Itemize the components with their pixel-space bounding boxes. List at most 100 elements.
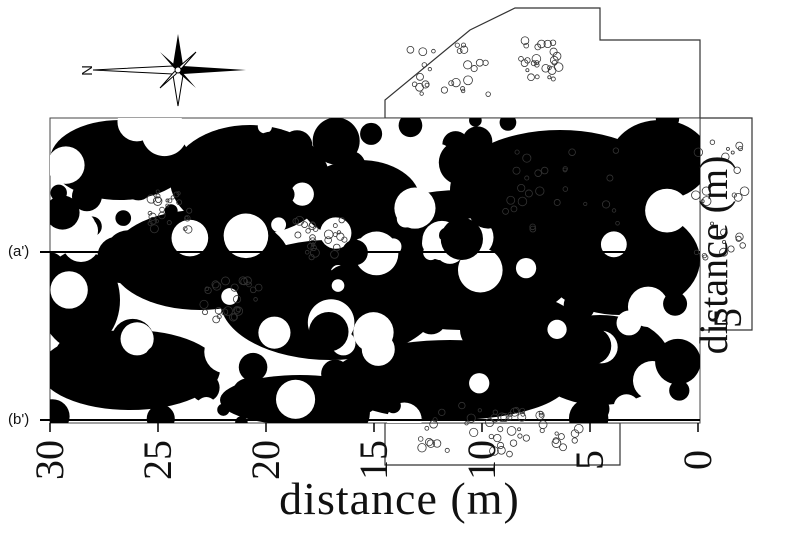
stone-outline [540, 166, 549, 175]
stone-outline [529, 223, 536, 231]
stone-outline [524, 57, 531, 64]
stone-outline [519, 407, 526, 414]
stone-outline [559, 443, 567, 452]
anomaly-blob [669, 380, 690, 401]
stone-outline [496, 441, 505, 450]
anomaly-blob [146, 404, 175, 423]
stone-outline [470, 65, 478, 73]
anomaly-blob [50, 399, 70, 423]
stone-outline [522, 153, 532, 163]
stone-outline [469, 427, 479, 437]
anomaly-blob [324, 264, 369, 309]
anomaly-blob [467, 187, 509, 229]
anomaly-mass [460, 295, 580, 365]
stone-outline [522, 434, 530, 442]
stone-outline [305, 228, 311, 234]
stone-outline [147, 220, 153, 226]
anomaly-blob [290, 182, 314, 206]
anomaly-blob [616, 310, 642, 336]
stone-outline [216, 314, 222, 320]
anomaly-blob [202, 170, 242, 210]
anomaly-blob [440, 217, 483, 261]
stone-outline [233, 295, 242, 304]
anomaly-blob [574, 327, 612, 365]
stone-outline [463, 75, 473, 86]
x-axis-label: distance (m) [279, 473, 520, 524]
anomaly-blob [235, 416, 248, 423]
stone-outline [221, 276, 230, 286]
anomaly-blob [515, 257, 537, 279]
anomaly-blob [328, 367, 357, 396]
anomaly-blob [547, 319, 567, 340]
stone-outline [733, 192, 743, 202]
stone-outline [254, 283, 263, 292]
anomaly-blob [554, 150, 573, 169]
anomaly-blob [255, 266, 271, 282]
anomaly-blob [281, 130, 313, 161]
anomaly-blob [394, 187, 436, 229]
anomaly-blob [438, 140, 484, 186]
stone-outline [517, 427, 522, 432]
stone-outline [583, 201, 588, 206]
stone-outline [541, 64, 550, 73]
stone-outline [149, 216, 157, 225]
stone-outline [154, 219, 159, 224]
anomaly-blob [115, 210, 132, 226]
stone-outline [558, 433, 565, 440]
stone-outline [531, 54, 542, 64]
anomaly-blob [332, 174, 373, 215]
stone-outline [735, 141, 744, 150]
stone-outline [212, 281, 222, 291]
section-label-a: (a') [8, 243, 30, 260]
stone-outline [460, 86, 466, 92]
anomaly-blob [336, 151, 366, 181]
stone-outline [230, 283, 239, 292]
anomaly-blob [88, 159, 104, 175]
stone-outline [527, 73, 535, 82]
compass-rose-icon [92, 34, 246, 107]
stone-outline [294, 231, 302, 239]
stone-outline [500, 412, 510, 422]
anomaly-blob [231, 378, 266, 412]
stone-outline [562, 167, 568, 173]
stone-outline [243, 276, 252, 285]
stone-outline [710, 221, 714, 226]
stone-outline [534, 62, 540, 68]
stone-outline [167, 198, 173, 204]
stone-outline [438, 408, 446, 416]
stone-outline [146, 194, 156, 204]
stone-outline [506, 426, 517, 436]
anomaly-blob [645, 188, 689, 233]
stone-outline [202, 309, 208, 316]
stone-outline [240, 277, 248, 286]
stone-outline [538, 412, 544, 418]
stone-outline [253, 297, 258, 302]
stone-outline [512, 166, 521, 175]
stone-outline [497, 426, 504, 433]
anomaly-blob [354, 231, 399, 276]
stone-outline [406, 45, 415, 54]
anomaly-blob [50, 271, 88, 309]
anomaly-blob [117, 118, 157, 142]
stone-outline [517, 196, 528, 207]
stone-outline [417, 436, 424, 442]
anomaly-blob [54, 334, 102, 383]
stone-outline [429, 419, 438, 429]
stone-outline [520, 36, 530, 45]
stone-outline [497, 446, 506, 455]
stone-outline [184, 215, 189, 220]
stone-outline [730, 150, 735, 155]
anomaly-blob [50, 146, 85, 184]
anomaly-blob [275, 379, 316, 419]
stone-outline [418, 47, 428, 57]
stone-outline [417, 443, 427, 453]
stone-outline [506, 450, 513, 458]
stone-outline [176, 191, 181, 196]
stone-outline [517, 433, 523, 439]
stone-outline [166, 220, 172, 226]
stone-outline [506, 195, 516, 205]
stone-outline [155, 189, 160, 194]
stone-outline [440, 86, 448, 94]
stone-outline [512, 406, 520, 414]
anomaly-blob [457, 247, 503, 293]
